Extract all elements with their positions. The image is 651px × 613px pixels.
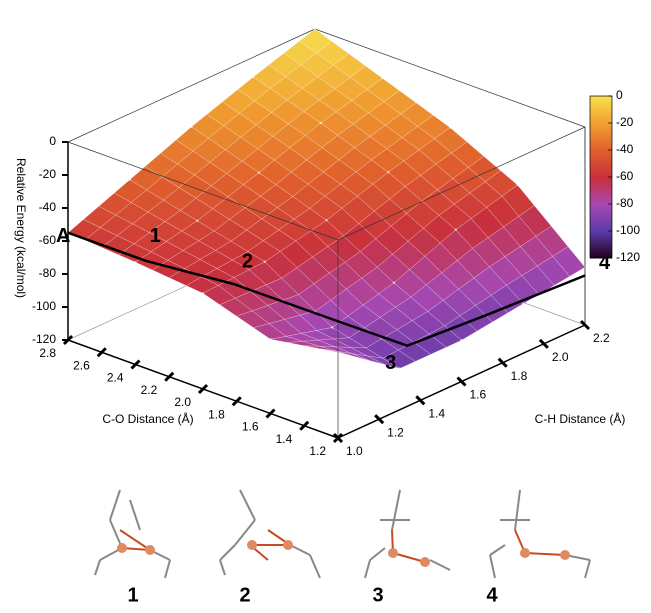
x-tick xyxy=(199,385,207,393)
z-tick-label: -100 xyxy=(32,299,56,313)
colorbar-label: -20 xyxy=(616,115,634,129)
surface-point xyxy=(393,282,395,284)
surface-point xyxy=(387,171,389,173)
surface-point xyxy=(381,77,383,79)
x-tick-label: 2.4 xyxy=(107,371,124,385)
z-tick-label: 0 xyxy=(49,134,56,148)
x-axis-title: C-O Distance (Å) xyxy=(102,411,193,426)
surface-point xyxy=(196,220,198,222)
z-tick-label: -40 xyxy=(39,200,57,214)
surface-point xyxy=(314,28,316,30)
structure-label: 1 xyxy=(127,584,138,606)
y-tick-label: 2.0 xyxy=(552,350,569,364)
y-tick-label: 1.2 xyxy=(387,425,404,439)
surface-point xyxy=(455,229,457,231)
x-tick xyxy=(233,397,241,405)
y-tick-label: 2.2 xyxy=(593,331,610,345)
surface-point xyxy=(134,261,136,263)
surface-point xyxy=(252,76,254,78)
colorbar-label: -100 xyxy=(616,223,640,237)
colorbar-label: -80 xyxy=(616,196,634,210)
x-tick-label: 2.2 xyxy=(141,383,158,397)
surface-point xyxy=(516,184,518,186)
x-tick xyxy=(132,361,140,369)
y-tick-label: 1.8 xyxy=(511,369,528,383)
surface-point xyxy=(320,122,322,124)
colorbar-label: 0 xyxy=(616,88,623,102)
z-tick-label: -60 xyxy=(39,233,57,247)
x-tick-label: 2.8 xyxy=(39,346,56,360)
x-tick xyxy=(300,422,308,430)
z-tick-label: -120 xyxy=(32,332,56,346)
z-axis-title: Relative Energy (kcal/mol) xyxy=(14,158,28,298)
surface-point xyxy=(522,303,524,305)
structure-label: 3 xyxy=(372,584,383,606)
y-tick-label: 1.6 xyxy=(470,388,487,402)
point-label: 1 xyxy=(150,225,161,247)
structure xyxy=(365,490,450,578)
colorbar-label: -60 xyxy=(616,169,634,183)
y-tick xyxy=(416,396,424,404)
structure-label: 4 xyxy=(486,584,498,606)
surface-point xyxy=(325,219,327,221)
colorbar-label: -120 xyxy=(616,250,640,264)
structure xyxy=(95,490,170,578)
x-tick-label: 1.2 xyxy=(309,444,326,458)
y-tick xyxy=(540,340,548,348)
colorbar-label: -40 xyxy=(616,142,634,156)
x-tick-label: 1.4 xyxy=(276,432,293,446)
point-label: A xyxy=(56,225,70,247)
y-tick xyxy=(458,378,466,386)
surface-point xyxy=(449,126,451,128)
x-tick-label: 1.8 xyxy=(208,407,225,421)
surface-point xyxy=(129,179,131,181)
z-tick-label: -20 xyxy=(39,167,57,181)
surface-point xyxy=(331,326,333,328)
point-label: 2 xyxy=(242,250,253,272)
surface-point xyxy=(399,367,401,369)
y-tick xyxy=(499,359,507,367)
surface-point xyxy=(258,172,260,174)
structures xyxy=(95,490,590,578)
y-tick-label: 1.0 xyxy=(346,444,363,458)
x-tick xyxy=(165,373,173,381)
y-tick-label: 1.4 xyxy=(428,407,445,421)
point-label: 3 xyxy=(385,352,396,374)
surface-point xyxy=(190,126,192,128)
x-tick xyxy=(98,348,106,356)
surface-point xyxy=(269,338,271,340)
structure-label: 2 xyxy=(239,584,250,606)
y-tick xyxy=(375,415,383,423)
colorbar-cell xyxy=(590,96,612,99)
x-tick-label: 2.0 xyxy=(174,395,191,409)
figure: Relative Energy (kcal/mol) C-O Distance … xyxy=(0,0,651,608)
surface-point xyxy=(264,261,266,263)
y-axis-title: C-H Distance (Å) xyxy=(535,411,626,426)
surface-point xyxy=(202,292,204,294)
x-tick xyxy=(267,410,275,418)
structure xyxy=(220,490,320,578)
structure xyxy=(490,490,590,578)
x-tick-label: 1.6 xyxy=(242,420,259,434)
surface-point xyxy=(460,339,462,341)
z-tick-label: -80 xyxy=(39,266,57,280)
x-tick-label: 2.6 xyxy=(73,358,90,372)
